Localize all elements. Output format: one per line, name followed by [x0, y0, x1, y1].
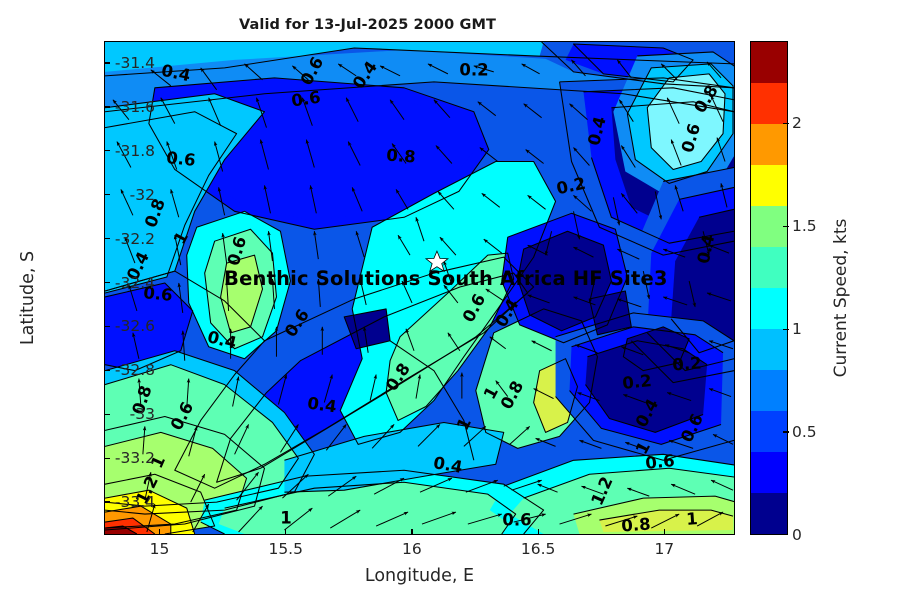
contour-label: 0.8 — [620, 514, 652, 535]
colorbar-band — [751, 124, 787, 165]
x-tick-label: 15.5 — [268, 540, 303, 558]
colorbar-tick-label: 0 — [792, 526, 802, 544]
colorbar-tick-mark — [783, 122, 789, 125]
y-tick-mark — [104, 457, 110, 459]
contour-label: 0.4 — [306, 393, 338, 417]
y-tick-label: -32.4 — [114, 273, 155, 292]
y-tick-mark — [104, 413, 110, 415]
contour-label: 1 — [280, 508, 292, 528]
y-tick-mark — [104, 325, 110, 328]
colorbar-tick-label: 0.5 — [792, 423, 817, 442]
colorbar-tick-label: 1 — [792, 320, 802, 339]
colorbar-band — [751, 370, 787, 411]
y-tick-mark — [104, 194, 110, 196]
x-tick-mark — [158, 529, 161, 535]
colorbar-band — [751, 329, 787, 370]
y-tick-mark — [104, 501, 110, 503]
x-tick-label: 16 — [402, 540, 422, 558]
y-tick-label: -31.4 — [114, 53, 155, 72]
colorbar-band — [751, 452, 787, 493]
x-tick-mark — [285, 529, 287, 535]
site-label: Benthic Solutions South Africa HF Site3 — [224, 267, 668, 290]
y-tick-label: -32.2 — [114, 229, 155, 248]
colorbar-label: Current Speed, kts — [831, 218, 851, 378]
colorbar-tick-mark — [783, 328, 789, 330]
contour-label: 0.8 — [385, 145, 417, 167]
x-tick-mark — [537, 529, 539, 535]
colorbar-band — [751, 42, 787, 83]
contour-plot-area[interactable]: 0.4 0.6 0.6 0.4 0.2 0.8 0.6 0.4 0.6 0.8 0.2 0.8 1 0.4… — [104, 41, 735, 535]
x-tick-label: 15 — [149, 540, 170, 558]
y-axis-label: Latitude, S — [18, 250, 38, 346]
y-tick-label: -33 — [129, 405, 155, 424]
y-tick-mark — [104, 369, 110, 372]
colorbar-band — [751, 493, 787, 534]
contour-label: 0.6 — [644, 451, 676, 473]
contour-label: 0.6 — [290, 87, 322, 111]
x-tick-mark — [663, 529, 666, 535]
y-tick-mark — [104, 150, 110, 152]
y-tick-mark — [104, 238, 110, 240]
y-tick-label: -32.6 — [114, 317, 155, 336]
colorbar-band — [751, 83, 787, 124]
colorbar-band — [751, 288, 787, 329]
colorbar-band — [751, 247, 787, 288]
colorbar-tick-label: 1.5 — [792, 217, 817, 236]
contour-label: 0.2 — [459, 60, 489, 80]
colorbar-band — [751, 411, 787, 452]
contour-field — [105, 42, 734, 534]
y-tick-mark — [104, 62, 110, 64]
contour-label: 0.2 — [621, 371, 653, 393]
contour-label: 0.6 — [165, 148, 197, 170]
y-tick-mark — [104, 281, 110, 284]
y-tick-mark — [104, 106, 110, 108]
x-tick-label: 16.5 — [520, 540, 556, 558]
contour-label: 1 — [685, 509, 699, 529]
y-tick-label: -32 — [129, 185, 155, 204]
figure-title: Valid for 13-Jul-2025 2000 GMT — [239, 17, 496, 33]
y-tick-label: -32.8 — [114, 361, 155, 380]
y-tick-label: -33.4 — [114, 493, 155, 512]
x-axis-label: Longitude, E — [364, 566, 475, 586]
colorbar-band — [751, 165, 787, 206]
y-tick-label: -33.2 — [114, 449, 155, 468]
colorbar-tick-label: 2 — [792, 114, 802, 133]
colorbar-band — [751, 206, 787, 247]
x-tick-mark — [411, 529, 413, 535]
colorbar[interactable] — [750, 41, 788, 535]
y-tick-label: -31.8 — [114, 141, 155, 160]
y-tick-label: -31.6 — [114, 97, 155, 116]
x-tick-label: 17 — [654, 540, 675, 558]
contour-label: 0.6 — [502, 510, 532, 530]
colorbar-tick-mark — [783, 225, 789, 227]
contour-label: 0.2 — [671, 353, 703, 375]
site-star-marker — [424, 250, 450, 273]
colorbar-tick-mark — [783, 431, 789, 433]
